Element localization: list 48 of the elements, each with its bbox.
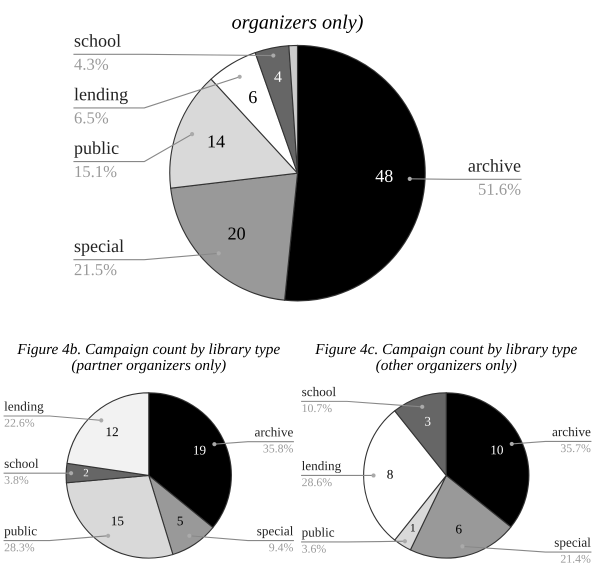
text: 15.1% [75, 166, 116, 178]
text: 35.7% [560, 444, 590, 452]
slice-label: archive [552, 426, 590, 436]
slice-label: special [554, 538, 591, 550]
slice-label: archive [468, 159, 520, 172]
slice-label: lending [4, 402, 44, 414]
slice-label: public [4, 526, 37, 538]
text: 4.3% [74, 58, 108, 70]
chart-title: organizers only) [232, 14, 363, 33]
slice-label: public [302, 528, 334, 540]
data-label: 5 [178, 516, 183, 526]
text: 21.4% [560, 554, 590, 563]
text: 6.5% [74, 112, 108, 124]
text: 35.8% [263, 444, 293, 453]
data-label: 6 [249, 91, 257, 104]
data-label: 3 [425, 416, 430, 426]
slice-label: school [4, 458, 38, 468]
text: 3.6% [302, 544, 326, 553]
data-label: 14 [208, 135, 225, 148]
data-label: 15 [112, 516, 124, 526]
slice-label: public [74, 141, 119, 158]
data-label: 48 [376, 170, 393, 182]
data-label: 12 [106, 427, 118, 436]
text: 22.6% [4, 418, 34, 427]
slice-label: special [74, 239, 124, 256]
data-label: 1 [411, 524, 415, 532]
data-label: 10 [491, 445, 503, 454]
text: 9.4% [269, 543, 293, 552]
text: 51.6% [478, 184, 520, 195]
text: 21.5% [74, 264, 116, 276]
data-label: 2 [84, 468, 88, 476]
text: 28.6% [302, 478, 332, 486]
slice-label: lending [302, 460, 341, 473]
slice-label: archive [255, 427, 293, 437]
data-label: 6 [456, 524, 462, 534]
chart-title: Figure 4c. Campaign count by library type (other organizers only) [315, 343, 577, 374]
slice-label: school [74, 34, 121, 47]
data-label: 8 [387, 470, 393, 479]
text: 3.8% [4, 476, 28, 484]
slice-label: school [302, 386, 336, 396]
text: 10.7% [302, 404, 332, 412]
slice-label: lending [74, 88, 128, 104]
slice-label: special [257, 526, 294, 538]
data-label: 19 [194, 446, 206, 455]
text: 28.3% [4, 543, 34, 552]
data-label: 20 [228, 227, 245, 240]
data-label: 4 [274, 71, 282, 82]
chart-title: Figure 4b. Campaign count by library type (partner organizers only) [17, 343, 280, 374]
